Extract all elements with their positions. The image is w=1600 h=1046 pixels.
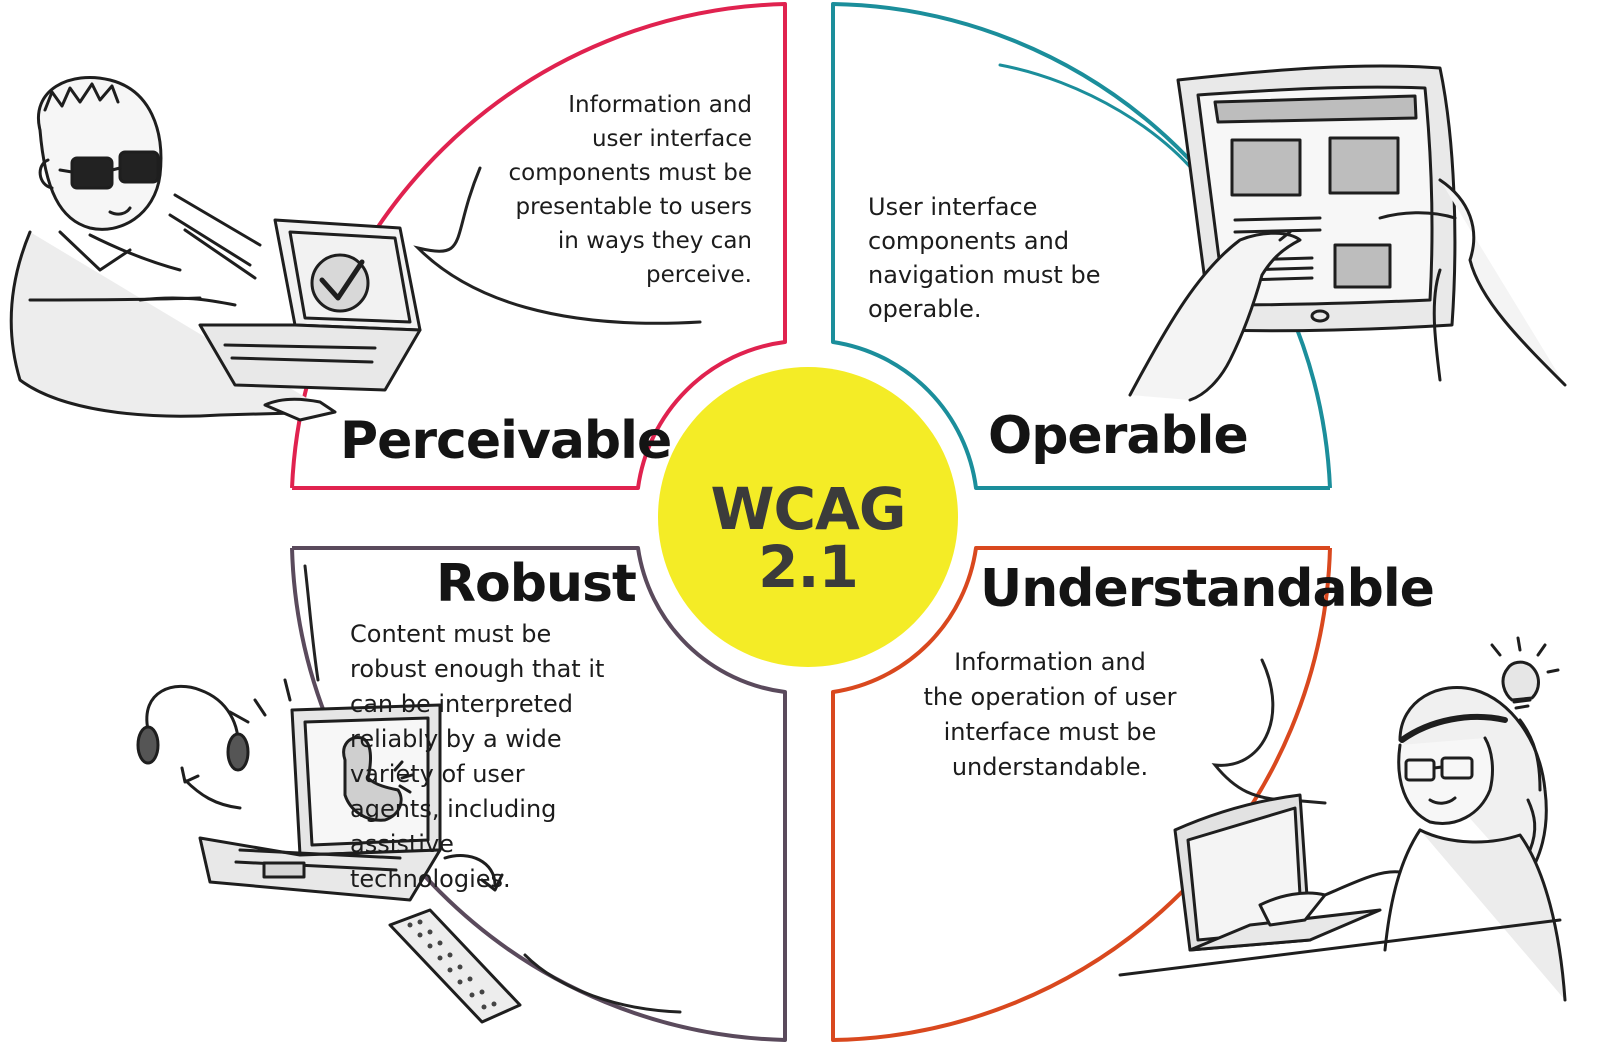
perceivable-description: Information and user interface component… xyxy=(508,92,752,288)
understandable-quadrant-outline xyxy=(831,546,1332,1042)
perceivable-heading: Perceivable xyxy=(340,411,672,471)
hands-on-tablet-icon xyxy=(1128,64,1567,402)
person-with-glasses-idea-icon xyxy=(1118,636,1567,1002)
robust-heading: Robust xyxy=(436,554,637,614)
perceivable-speech-bubble xyxy=(413,166,702,325)
laptop-headphones-keyboard-icon xyxy=(136,678,522,1024)
robust-description: Content must be robust enough that it ca… xyxy=(350,620,605,893)
center-title: WCAG 2.1 xyxy=(710,475,906,601)
understandable-description: Information and the operation of user in… xyxy=(923,648,1177,781)
robust-speech-bubble-bottom xyxy=(523,953,682,1014)
understandable-speech-bubble xyxy=(1211,658,1327,805)
understandable-heading: Understandable xyxy=(980,559,1435,619)
center-circle xyxy=(658,367,958,667)
operable-heading: Operable xyxy=(988,406,1249,466)
operable-description: User interface components and navigation… xyxy=(868,193,1101,323)
person-with-sunglasses-at-laptop-icon xyxy=(9,75,422,422)
robust-speech-bubble xyxy=(303,564,320,682)
